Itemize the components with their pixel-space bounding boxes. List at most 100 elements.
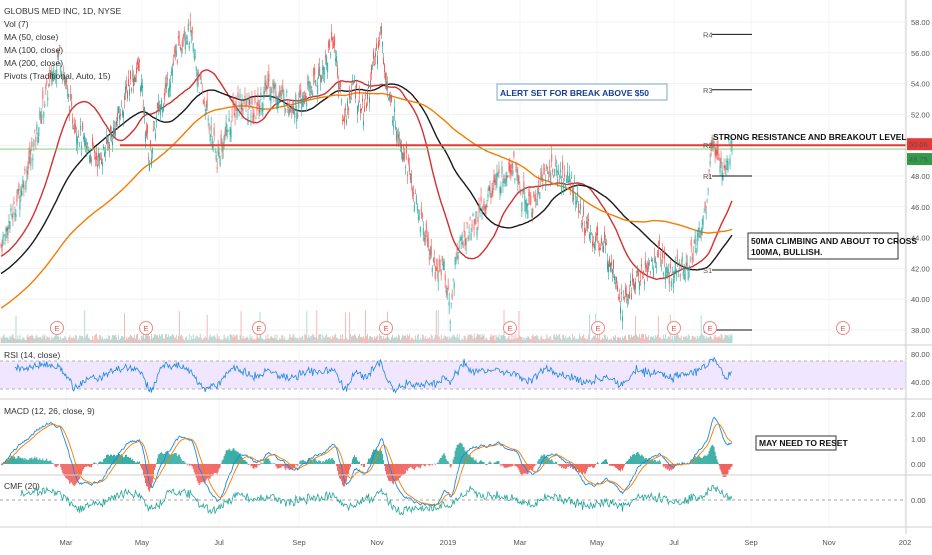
volume-bar xyxy=(585,338,586,343)
volume-bar xyxy=(674,336,675,343)
indicator-label-ma50[interactable]: MA (50, close) xyxy=(4,32,58,42)
candle-body xyxy=(623,297,624,298)
volume-bar xyxy=(161,335,162,343)
candle-body xyxy=(324,73,325,74)
indicator-label-volume[interactable]: Vol (7) xyxy=(4,19,29,29)
candle-body xyxy=(555,159,556,160)
candle-body xyxy=(142,86,143,88)
volume-bar xyxy=(335,334,336,343)
candle-body xyxy=(16,195,17,202)
candle-body xyxy=(443,264,444,270)
candle-body xyxy=(140,87,141,92)
rsi-tick-label: 40.00 xyxy=(911,378,930,387)
volume-bar xyxy=(654,339,655,343)
volume-bar xyxy=(443,338,444,343)
macd-histogram-bar xyxy=(714,447,715,464)
candle-body xyxy=(395,126,396,129)
candle-body xyxy=(434,258,435,265)
volume-bar xyxy=(80,336,81,343)
volume-bar xyxy=(602,338,603,343)
macd-histogram-bar xyxy=(322,461,323,464)
candle-body xyxy=(161,100,162,108)
candle-body xyxy=(649,263,650,265)
macd-histogram-bar xyxy=(268,459,269,464)
volume-bar xyxy=(378,340,379,343)
rsi-label[interactable]: RSI (14, close) xyxy=(4,350,60,360)
candle-body xyxy=(696,251,697,252)
macd-histogram-bar xyxy=(702,458,703,464)
cmf-label[interactable]: CMF (20) xyxy=(4,481,40,491)
candle-body xyxy=(204,100,205,104)
volume-bar xyxy=(717,337,718,343)
macd-histogram-bar xyxy=(87,464,88,466)
volume-bar xyxy=(593,335,594,343)
macd-histogram-bar xyxy=(701,458,702,464)
macd-histogram-bar xyxy=(352,459,353,464)
macd-histogram-bar xyxy=(474,460,475,464)
macd-histogram-bar xyxy=(481,460,482,464)
candle-body xyxy=(719,158,720,159)
candle-body xyxy=(598,249,599,250)
macd-histogram-bar xyxy=(23,459,24,464)
candle-body xyxy=(73,128,74,129)
indicator-label-ma200[interactable]: MA (200, close) xyxy=(4,58,63,68)
macd-histogram-bar xyxy=(300,460,301,464)
candle-body xyxy=(539,192,540,199)
macd-histogram-bar xyxy=(173,454,174,464)
candle-body xyxy=(84,135,85,144)
macd-histogram-bar xyxy=(328,459,329,464)
volume-bar xyxy=(3,336,4,343)
volume-bar xyxy=(70,338,71,343)
indicator-label-pivots[interactable]: Pivots (Traditional, Auto, 15) xyxy=(4,71,111,81)
candle-body xyxy=(571,177,572,178)
volume-bar xyxy=(150,339,151,343)
candle-body xyxy=(459,246,460,248)
volume-bar xyxy=(628,335,629,343)
macd-histogram-bar xyxy=(133,461,134,464)
macd-histogram-bar xyxy=(441,458,442,464)
volume-bar xyxy=(168,334,169,343)
macd-label[interactable]: MACD (12, 26, close, 9) xyxy=(4,406,95,416)
candle-body xyxy=(106,136,107,144)
volume-bar xyxy=(235,337,236,343)
candle-body xyxy=(372,66,373,67)
macd-histogram-bar xyxy=(442,456,443,464)
candle-body xyxy=(691,240,692,246)
volume-bar xyxy=(635,316,636,343)
macd-histogram-bar xyxy=(537,461,538,464)
candle-body xyxy=(626,293,627,297)
volume-bar xyxy=(368,339,369,343)
volume-bar xyxy=(393,338,394,343)
candle-body xyxy=(253,115,254,122)
volume-bar xyxy=(632,337,633,343)
candle-body xyxy=(291,106,292,110)
volume-bar xyxy=(405,335,406,343)
candle-body xyxy=(197,77,198,86)
volume-bar xyxy=(630,338,631,343)
candle-body xyxy=(444,261,445,269)
macd-histogram-bar xyxy=(709,451,710,464)
macd-histogram-bar xyxy=(635,455,636,464)
candle-body xyxy=(388,99,389,100)
macd-histogram-bar xyxy=(408,464,409,469)
volume-bar xyxy=(192,339,193,343)
candle-body xyxy=(284,109,285,110)
indicator-label-ma100[interactable]: MA (100, close) xyxy=(4,45,63,55)
candle-body xyxy=(176,51,177,57)
macd-histogram-bar xyxy=(210,464,211,479)
candle-body xyxy=(345,108,346,111)
candle-body xyxy=(181,48,182,52)
macd-histogram-bar xyxy=(417,464,418,467)
candle-body xyxy=(248,117,249,125)
volume-bar xyxy=(124,313,125,343)
macd-histogram-bar xyxy=(507,464,508,468)
macd-histogram-bar xyxy=(13,456,14,464)
volume-bar xyxy=(105,339,106,343)
macd-histogram-bar xyxy=(451,464,452,467)
macd-reset-annotation: MAY NEED TO RESET xyxy=(759,438,848,448)
candle-body xyxy=(41,115,42,120)
volume-bar xyxy=(725,335,726,343)
volume-bar xyxy=(210,334,211,343)
